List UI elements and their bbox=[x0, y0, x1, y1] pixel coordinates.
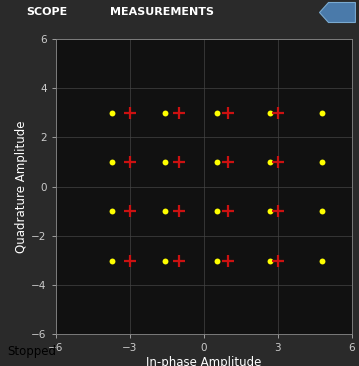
Point bbox=[267, 159, 273, 165]
Point bbox=[214, 110, 220, 116]
Text: ?: ? bbox=[338, 5, 345, 19]
Point bbox=[214, 208, 220, 214]
Point bbox=[267, 110, 273, 116]
Point bbox=[320, 208, 325, 214]
Point bbox=[109, 208, 115, 214]
Point bbox=[267, 208, 273, 214]
Text: MEASUREMENTS: MEASUREMENTS bbox=[109, 7, 214, 17]
Y-axis label: Quadrature Amplitude: Quadrature Amplitude bbox=[15, 120, 28, 253]
Text: Stopped: Stopped bbox=[7, 345, 56, 358]
Point bbox=[320, 159, 325, 165]
Point bbox=[267, 258, 273, 264]
Point bbox=[214, 258, 220, 264]
Point bbox=[109, 110, 115, 116]
Point bbox=[109, 159, 115, 165]
Point bbox=[320, 110, 325, 116]
Point bbox=[109, 258, 115, 264]
Point bbox=[163, 159, 168, 165]
Point bbox=[163, 208, 168, 214]
Polygon shape bbox=[320, 3, 355, 22]
Text: SCOPE: SCOPE bbox=[26, 7, 67, 17]
Point bbox=[163, 110, 168, 116]
X-axis label: In-phase Amplitude: In-phase Amplitude bbox=[146, 356, 261, 366]
Point bbox=[163, 258, 168, 264]
Point bbox=[214, 159, 220, 165]
Point bbox=[320, 258, 325, 264]
